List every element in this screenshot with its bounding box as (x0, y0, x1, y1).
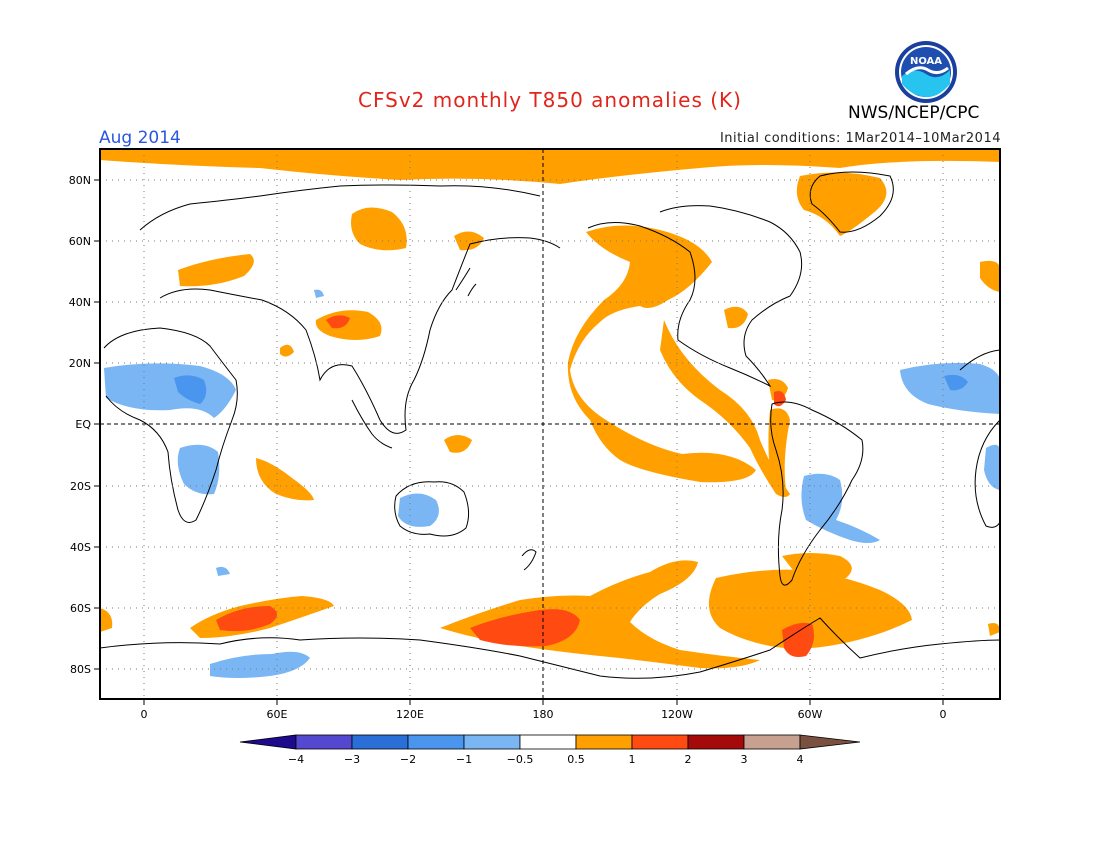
chart-title: CFSv2 monthly T850 anomalies (K) (358, 88, 742, 112)
colorbar-box (519, 734, 577, 750)
colorbar-box (575, 734, 633, 750)
lat-label: 40N (69, 296, 91, 309)
warm-anomaly-us-east (724, 306, 748, 329)
strong-warm-southern-pacific (470, 609, 580, 647)
colorbar-arrow-low (239, 734, 297, 750)
colorbar-box (351, 734, 409, 750)
lon-label: 120E (396, 708, 424, 721)
warm-anomaly-east-pacific (660, 320, 790, 497)
warm-anomaly-andes (768, 408, 790, 493)
colorbar-box (631, 734, 689, 750)
colorbar-label: 1 (629, 753, 636, 766)
warm-anomaly-siberia (351, 207, 407, 251)
warm-anomaly-alaska (567, 225, 756, 483)
colorbar (239, 734, 861, 750)
cool-anomaly-antarctic (210, 651, 310, 678)
lat-label: 80S (70, 663, 91, 676)
colorbar-labels: −4 −3 −2 −1 −0.5 0.5 1 2 3 4 (288, 753, 804, 766)
warm-anomaly-central-asia (178, 254, 254, 287)
anomaly-fields (100, 149, 1000, 678)
warm-anomaly-labrador (980, 260, 1000, 292)
agency-label: NWS/NCEP/CPC (848, 103, 980, 123)
logo-text: NOAA (910, 56, 942, 67)
lat-label: 40S (70, 541, 91, 554)
coastline-japan (455, 267, 477, 297)
coastline-new-zealand (521, 549, 537, 571)
colorbar-label: −0.5 (507, 753, 534, 766)
lon-label: 60W (798, 708, 823, 721)
lat-label: 20S (70, 480, 91, 493)
coastline-south-america (770, 401, 864, 586)
cool-anomaly-southern-indian-small (216, 566, 230, 576)
warm-anomaly-new-guinea (444, 435, 472, 453)
colorbar-label: −1 (456, 753, 472, 766)
coastline-north-america (587, 205, 803, 388)
coastline-europe-north (139, 184, 541, 231)
coastline-australia (394, 481, 470, 537)
forecast-month: Aug 2014 (99, 128, 181, 148)
cool-anomaly-brazil (801, 473, 880, 543)
cold-anomaly-sahel-east (944, 374, 968, 391)
noaa-logo-icon: NOAA (895, 41, 957, 103)
lat-label: 60N (69, 235, 91, 248)
lon-label: 120W (661, 708, 693, 721)
lat-label: EQ (75, 418, 91, 431)
cool-anomaly-sahel (104, 363, 236, 418)
lat-label: 20N (69, 357, 91, 370)
coastline-indochina (351, 399, 393, 449)
colorbar-label: 3 (741, 753, 748, 766)
coastline-africa-east-edge (959, 349, 1000, 528)
latitude-labels: 80N 60N 40N 20N EQ 20S 40S 60S 80S (69, 174, 92, 676)
lon-label: 60E (267, 708, 288, 721)
strong-warm-southern-indian (216, 606, 277, 632)
colorbar-box (295, 734, 353, 750)
colorbar-label: 0.5 (567, 753, 585, 766)
colorbar-box (463, 734, 521, 750)
longitude-labels: 0 60E 120E 180 120W 60W 0 (141, 708, 947, 721)
axis-ticks (94, 179, 944, 705)
cool-anomaly-iran (314, 289, 324, 298)
lon-label: 0 (940, 708, 947, 721)
colorbar-label: −3 (344, 753, 360, 766)
warm-anomaly-east-edge (988, 623, 1000, 636)
colorbar-box (743, 734, 801, 750)
colorbar-label: −4 (288, 753, 304, 766)
warm-anomaly-north-pacific (454, 231, 484, 251)
graticule (100, 149, 1000, 699)
lon-label: 0 (141, 708, 148, 721)
warm-anomaly-amundsen (708, 569, 912, 649)
coastline-greenland (809, 171, 894, 233)
coastlines (100, 171, 1000, 679)
warm-anomaly-arabia (280, 344, 294, 357)
cool-anomaly-southern-africa (177, 444, 220, 495)
warm-anomaly-greenland-east (796, 172, 887, 236)
colorbar-box (687, 734, 745, 750)
lat-label: 80N (69, 174, 91, 187)
coastline-africa (103, 327, 238, 523)
strong-warm-antarctic-peninsula (782, 622, 814, 657)
cool-anomaly-australia (398, 493, 439, 527)
cold-anomaly-sahel (174, 375, 207, 404)
colorbar-arrow-high (799, 734, 861, 750)
warm-anomaly-arctic (100, 149, 1000, 184)
coastline-antarctica (100, 617, 1000, 679)
colorbar-box (407, 734, 465, 750)
warm-anomaly-west-edge (100, 608, 113, 632)
colorbar-label: −2 (400, 753, 416, 766)
colorbar-label: 4 (797, 753, 804, 766)
lon-label: 180 (533, 708, 554, 721)
lat-label: 60S (70, 602, 91, 615)
warm-anomaly-indian-ocean (256, 458, 314, 501)
warm-anomaly-patagonia (782, 553, 852, 580)
colorbar-label: 2 (685, 753, 692, 766)
initial-conditions: Initial conditions: 1Mar2014–10Mar2014 (719, 131, 1001, 146)
coastline-eurasia (159, 237, 561, 434)
strong-warm-tibet (326, 315, 350, 329)
cool-anomaly-mozambique (984, 444, 1000, 490)
